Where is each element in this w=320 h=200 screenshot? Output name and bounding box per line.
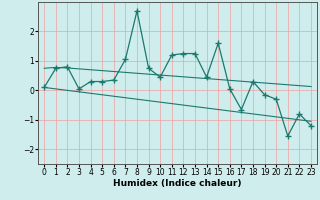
X-axis label: Humidex (Indice chaleur): Humidex (Indice chaleur) bbox=[113, 179, 242, 188]
